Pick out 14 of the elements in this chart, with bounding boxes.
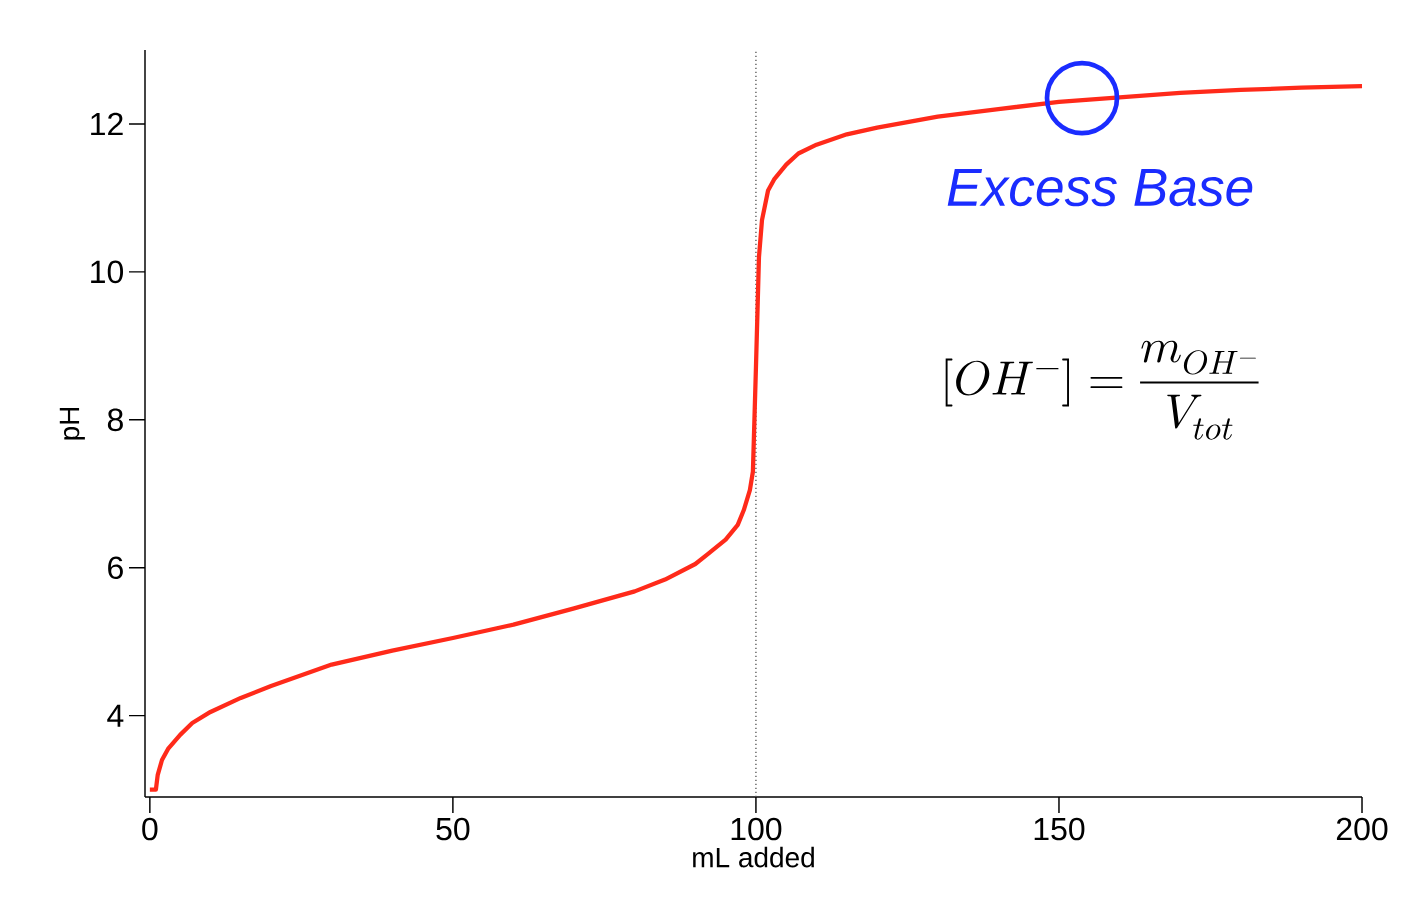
annotation: $[OH^{-}] = \frac{m_{OH^{-}}}{V_{tot}}$ [945, 340, 1259, 440]
y-tick-label: 4 [107, 704, 124, 727]
x-tick-label: 200 [1336, 817, 1388, 841]
annotation: Excess Base [947, 168, 1253, 207]
y-tick-label: 12 [91, 112, 123, 136]
x-tick-label: 0 [142, 817, 158, 841]
y-tick-label: 6 [108, 556, 123, 580]
y-axis-title: pH [59, 407, 85, 440]
x-axis-title: mL added [693, 846, 814, 868]
x-tick-label: 150 [1034, 817, 1085, 841]
y-tick-label: 10 [91, 260, 124, 284]
x-tick-label: 50 [436, 817, 470, 841]
x-tick-label: 100 [731, 817, 782, 841]
y-tick-label: 8 [107, 408, 123, 432]
